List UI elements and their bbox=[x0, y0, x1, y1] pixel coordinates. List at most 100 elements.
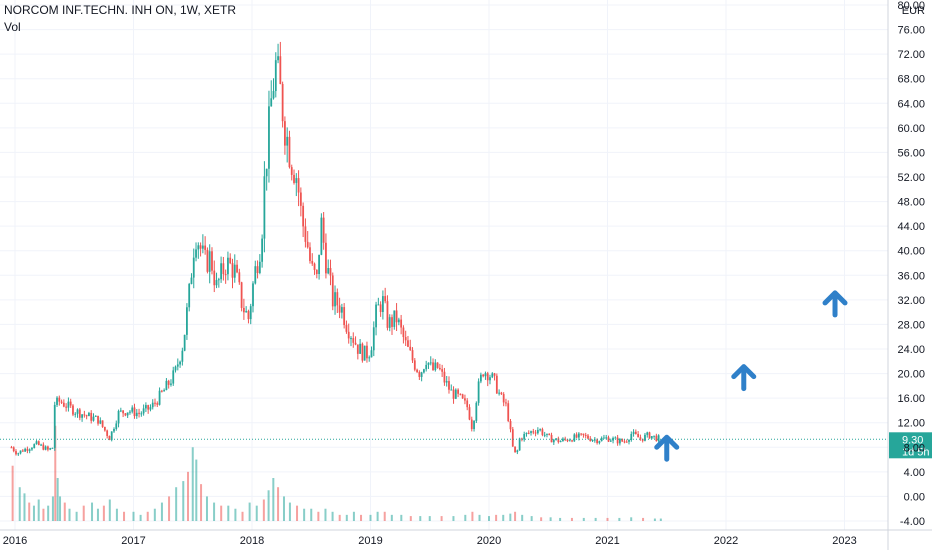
x-tick-label: 2023 bbox=[832, 535, 856, 547]
candle-body bbox=[28, 449, 31, 451]
volume-bar bbox=[234, 508, 237, 521]
y-tick-label: 60.00 bbox=[897, 123, 925, 135]
candle-body bbox=[236, 264, 238, 273]
candle-body bbox=[37, 441, 40, 445]
candle-body bbox=[270, 98, 273, 107]
candle-body bbox=[286, 136, 289, 146]
volume-bar bbox=[139, 514, 142, 521]
x-tick-label: 2016 bbox=[3, 535, 27, 547]
candle-body bbox=[397, 319, 400, 323]
candle-body bbox=[85, 415, 88, 417]
candle-body bbox=[477, 381, 480, 403]
candle-body bbox=[548, 433, 551, 436]
candle-body bbox=[295, 178, 298, 183]
candle-body bbox=[119, 410, 122, 412]
candle-body bbox=[402, 327, 405, 338]
candle-body bbox=[122, 410, 125, 414]
candle-body bbox=[233, 264, 236, 278]
candle-body bbox=[331, 275, 334, 307]
candle-body bbox=[279, 56, 282, 84]
arrow-up-icon bbox=[731, 364, 757, 392]
candle-body bbox=[557, 438, 560, 443]
candle-body bbox=[555, 438, 557, 440]
candle-body bbox=[151, 402, 154, 408]
volume-bar bbox=[37, 499, 40, 521]
candle-body bbox=[423, 369, 425, 373]
x-tick-label: 2017 bbox=[121, 535, 145, 547]
candle-body bbox=[309, 247, 311, 261]
y-tick-label: 40.00 bbox=[897, 246, 925, 258]
candle-body bbox=[484, 373, 487, 377]
candle-body bbox=[133, 407, 136, 417]
candle-body bbox=[176, 364, 179, 367]
candle-body bbox=[498, 392, 501, 394]
candle-body bbox=[646, 432, 649, 435]
candle-body bbox=[413, 360, 416, 370]
candle-body bbox=[468, 407, 471, 420]
candle-body bbox=[124, 413, 127, 416]
volume-bar bbox=[530, 516, 533, 521]
volume-label: Vol bbox=[4, 20, 21, 34]
candle-body bbox=[156, 403, 159, 405]
volume-bar bbox=[594, 517, 597, 521]
y-tick-label: 12.00 bbox=[897, 418, 925, 430]
candle-body bbox=[441, 369, 444, 372]
candle-body bbox=[113, 428, 115, 432]
volume-bar bbox=[28, 502, 31, 521]
volume-bar bbox=[606, 517, 609, 521]
candle-body bbox=[427, 362, 430, 365]
volume-bar bbox=[187, 471, 190, 521]
volume-bar bbox=[68, 508, 71, 521]
candle-body bbox=[587, 435, 589, 439]
volume-bar bbox=[195, 459, 198, 521]
candle-body bbox=[206, 249, 209, 272]
candle-body bbox=[288, 136, 291, 168]
candle-body bbox=[591, 439, 594, 442]
candle-body bbox=[144, 405, 147, 409]
candle-body bbox=[106, 430, 109, 436]
y-tick-label: 56.00 bbox=[897, 147, 925, 159]
candle-body bbox=[117, 410, 120, 424]
candle-body bbox=[452, 389, 455, 399]
volume-bar bbox=[642, 517, 645, 521]
candle-body bbox=[188, 283, 191, 308]
candle-body bbox=[539, 429, 542, 431]
volume-bar bbox=[91, 502, 94, 521]
candle-body bbox=[589, 438, 592, 442]
volume-bar bbox=[32, 505, 35, 521]
candle-body bbox=[254, 266, 257, 284]
candle-body bbox=[479, 374, 482, 382]
volume-bar bbox=[153, 508, 156, 521]
candle-body bbox=[78, 409, 81, 418]
candle-body bbox=[473, 420, 475, 430]
candle-body bbox=[366, 345, 368, 359]
x-tick-label: 2022 bbox=[714, 535, 738, 547]
candlestick-series bbox=[10, 41, 660, 456]
volume-bar bbox=[56, 478, 59, 521]
candle-body bbox=[377, 304, 380, 306]
candle-body bbox=[491, 373, 494, 378]
candle-body bbox=[163, 390, 166, 392]
candle-body bbox=[466, 400, 469, 408]
candle-body bbox=[229, 257, 232, 264]
candle-body bbox=[388, 317, 391, 328]
candle-body bbox=[630, 433, 633, 440]
candle-body bbox=[409, 346, 412, 351]
candle-body bbox=[509, 421, 512, 430]
candle-body bbox=[475, 402, 478, 421]
volume-bar bbox=[272, 478, 275, 521]
candle-body bbox=[418, 372, 421, 377]
candle-body bbox=[49, 448, 52, 450]
y-tick-label: 8.00 bbox=[904, 442, 925, 454]
volume-bar bbox=[96, 508, 99, 521]
countdown-text: 1d 5h bbox=[902, 446, 930, 458]
volume-bar bbox=[18, 487, 21, 521]
candle-body bbox=[256, 266, 259, 274]
y-tick-label: 64.00 bbox=[897, 98, 925, 110]
candle-body bbox=[571, 440, 573, 442]
volume-bar bbox=[331, 511, 334, 521]
candle-body bbox=[356, 344, 359, 354]
candle-body bbox=[94, 415, 97, 417]
